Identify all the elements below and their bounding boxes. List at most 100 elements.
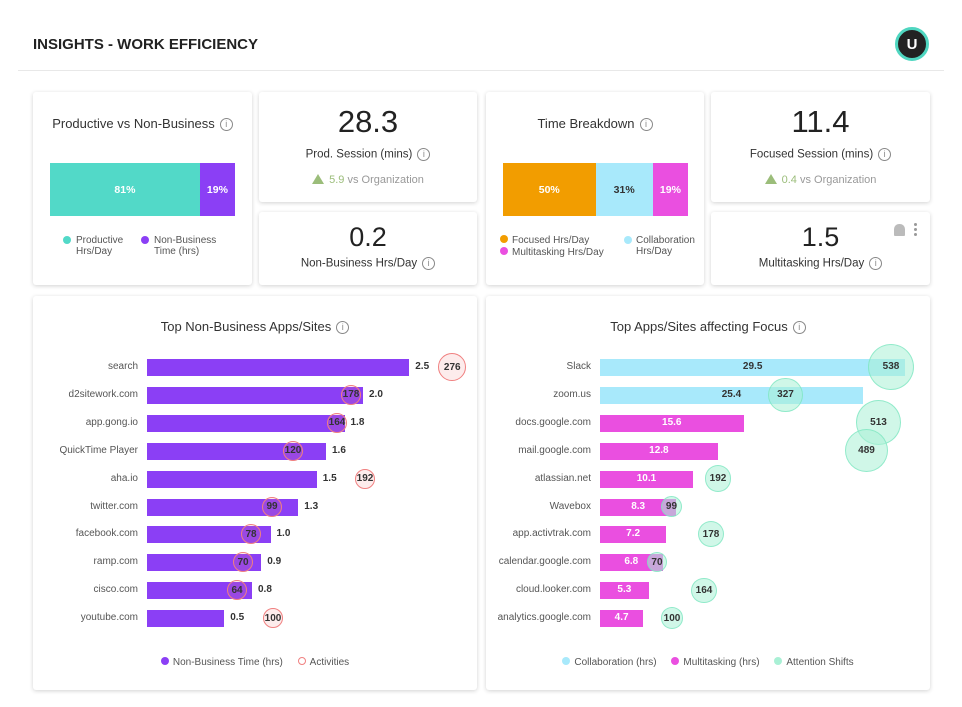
bar: [600, 610, 644, 628]
legend-label: Non-Business Time (hrs): [154, 235, 217, 257]
bar-value-label: 6.8: [624, 556, 639, 568]
attention-shift-bubble: 100: [661, 607, 683, 629]
legend-label: Productive Hrs/Day: [76, 235, 124, 257]
legend-dot: [562, 657, 571, 665]
bar-value-label: 12.8: [649, 444, 669, 456]
info-icon[interactable]: i: [792, 321, 806, 335]
bar: [147, 386, 363, 404]
attention-shift-bubble: 164: [691, 577, 717, 603]
bar-value-label: 8.3: [631, 500, 646, 512]
legend-label[interactable]: Activities: [309, 657, 350, 668]
category-label: app.activtrak.com: [512, 528, 591, 540]
info-icon[interactable]: i: [869, 257, 883, 270]
category-label: search: [107, 361, 138, 372]
bar: [600, 582, 649, 600]
attention-shift-bubble: 327: [768, 377, 803, 413]
category-label: facebook.com: [75, 528, 138, 540]
bar-value-label: 2.5: [415, 361, 430, 372]
delta-text: vs Organization: [347, 174, 424, 186]
attention-shift-bubble: 178: [698, 521, 724, 548]
bar: [147, 414, 345, 432]
info-icon[interactable]: i: [417, 148, 431, 161]
legend-multitasking: Multitasking Hrs/Day: [500, 247, 604, 258]
legend-productive: Productive Hrs/Day: [63, 235, 135, 257]
legend-dot: [141, 236, 149, 244]
up-triangle-icon: [764, 174, 777, 184]
bar-value-label: 2.0: [369, 388, 383, 400]
bar: [600, 554, 663, 572]
bar-value-label: 1.8: [350, 416, 365, 428]
chart-title: Top Non-Business Apps/Sites i: [33, 319, 477, 335]
bar: [600, 470, 693, 488]
prod-session-value: 28.3: [337, 104, 399, 139]
info-icon[interactable]: i: [219, 118, 233, 132]
activities-bubble: 120: [283, 440, 303, 461]
bar-value-label: 1.3: [304, 500, 319, 512]
card-title: Time Breakdown i: [486, 116, 704, 132]
delta-text: vs Organization: [799, 174, 877, 186]
category-label: atlassian.net: [534, 472, 591, 484]
attention-shift-bubble: 99: [660, 495, 683, 518]
legend-label: Multitasking Hrs/Day: [512, 247, 604, 258]
category-label: ramp.com: [93, 556, 138, 568]
activities-bubble: 164: [327, 412, 347, 433]
bar-value-label: 0.5: [230, 612, 245, 624]
info-icon[interactable]: i: [878, 148, 892, 161]
bar-value-label: 1.0: [276, 528, 291, 540]
multitasking-value: 1.5: [801, 222, 840, 252]
category-label: cisco.com: [93, 584, 138, 596]
info-icon[interactable]: i: [422, 257, 436, 270]
legend-dot: [63, 236, 71, 244]
bar: [147, 610, 225, 628]
info-icon[interactable]: i: [639, 118, 653, 132]
legend-dot: [624, 236, 632, 244]
info-icon[interactable]: i: [336, 321, 350, 335]
legend-collaboration: Collaboration Hrs/Day: [624, 235, 702, 257]
category-label: d2sitework.com: [68, 388, 138, 400]
bar-value-label: 25.4: [721, 388, 742, 400]
legend-dot: [500, 235, 508, 243]
label-text: Non-Business Hrs/Day: [300, 257, 418, 270]
bar: [147, 554, 262, 572]
legend-label[interactable]: Non-Business Time (hrs): [172, 657, 283, 668]
category-label: twitter.com: [90, 500, 138, 512]
bar: [600, 414, 744, 432]
nonbusiness-hrs-card: 0.2 Non-Business Hrs/Day i: [259, 212, 477, 285]
page-title: INSIGHTS - WORK EFFICIENCY: [33, 36, 258, 53]
category-label: analytics.google.com: [497, 612, 591, 624]
bell-plus-icon[interactable]: [894, 224, 905, 236]
multitasking-segment: 19%: [652, 163, 688, 216]
collaboration-segment: 31%: [595, 163, 653, 216]
bar-value-label: 1.5: [322, 472, 337, 484]
legend-label[interactable]: Attention Shifts: [786, 657, 854, 668]
category-label: Wavebox: [549, 500, 591, 512]
legend-label[interactable]: Multitasking (hrs): [683, 657, 760, 668]
chart-title: Top Apps/Sites affecting Focus i: [486, 319, 930, 335]
bar-value-label: 0.9: [267, 556, 282, 568]
category-label: docs.google.com: [515, 416, 591, 428]
chart-title-text: Top Non-Business Apps/Sites: [160, 319, 332, 334]
category-label: QuickTime Player: [59, 444, 138, 456]
category-label: youtube.com: [80, 612, 138, 624]
legend-dot: [774, 657, 783, 665]
activities-bubble: 70: [233, 552, 253, 573]
focused-session-value: 11.4: [791, 104, 850, 139]
legend-label: Collaboration Hrs/Day: [636, 235, 695, 257]
category-label: aha.io: [110, 472, 138, 484]
delta-value: 0.4: [781, 174, 797, 186]
bar: [600, 359, 906, 376]
more-vert-icon[interactable]: [914, 223, 918, 236]
legend-dot: [160, 657, 169, 665]
legend-label[interactable]: Collaboration (hrs): [574, 657, 657, 668]
activities-bubble: 178: [341, 384, 361, 405]
productive-segment: 81%: [50, 163, 200, 216]
up-triangle-icon: [312, 174, 325, 184]
activities-bubble: 192: [355, 468, 375, 489]
label-text: Focused Session (mins): [749, 148, 874, 161]
bar-value-label: 29.5: [742, 361, 763, 372]
activities-bubble: 78: [241, 524, 261, 545]
avatar[interactable]: U: [895, 27, 929, 61]
bar-value-label: 5.3: [617, 584, 632, 596]
bar: [147, 359, 410, 376]
activities-bubble: 100: [263, 608, 283, 629]
